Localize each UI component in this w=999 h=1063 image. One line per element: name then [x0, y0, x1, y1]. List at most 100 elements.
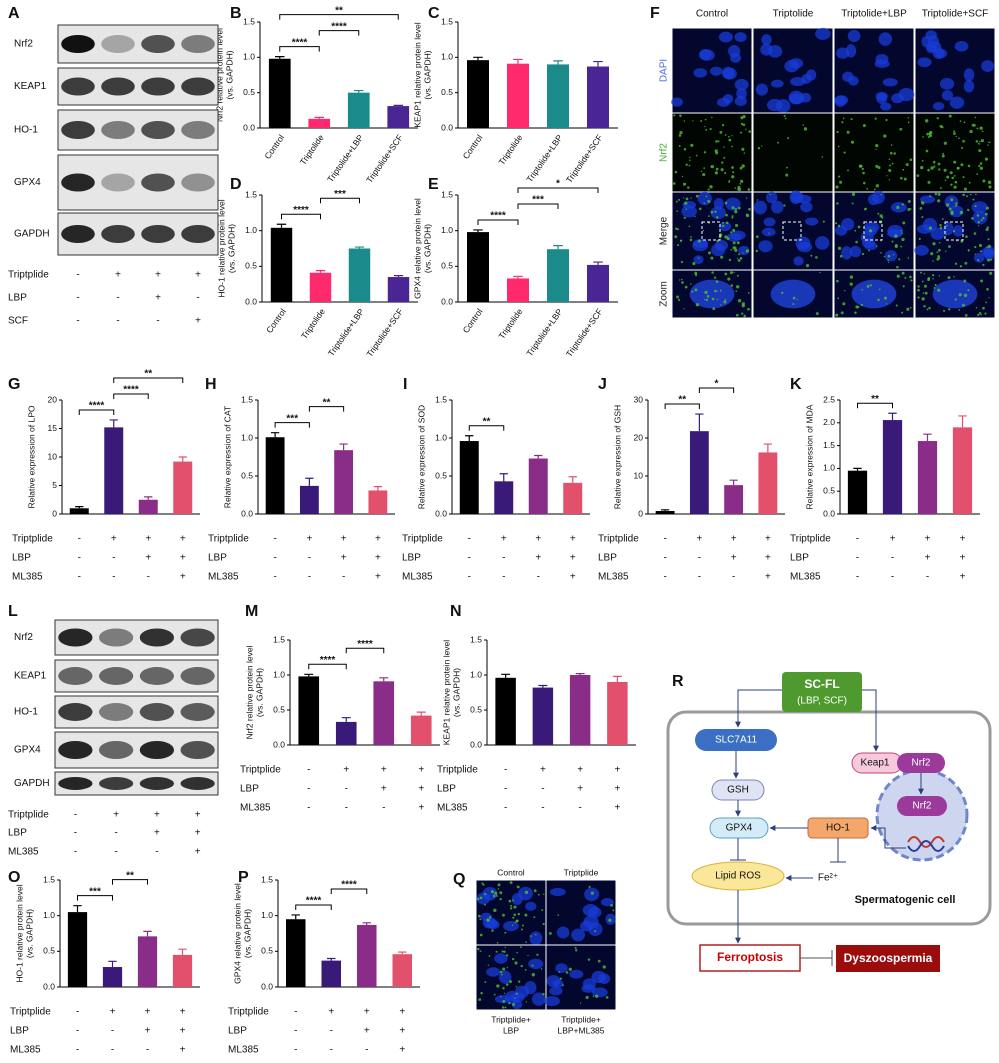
nrf2-speck	[901, 271, 905, 275]
significance-bracket	[279, 46, 320, 52]
nrf2-speck	[514, 921, 517, 924]
nrf2-speck	[724, 235, 728, 239]
nrf2-speck	[728, 135, 730, 138]
error-bar	[373, 486, 382, 491]
error-bar	[304, 673, 314, 677]
nrf2-speck	[796, 298, 798, 300]
nrf2-speck	[979, 250, 982, 253]
error-bar	[73, 905, 82, 913]
nrf2-speck	[723, 156, 726, 159]
treatment-sign: -	[78, 572, 81, 583]
bar	[172, 954, 193, 987]
treatment-sign: +	[180, 534, 186, 545]
nrf2-speck	[980, 279, 983, 283]
nrf2-speck	[920, 165, 924, 170]
treatment-sign: +	[381, 765, 387, 776]
nucleus	[952, 225, 964, 237]
nrf2-speck	[739, 166, 743, 170]
treatment-sign: -	[307, 803, 310, 814]
nucleus	[734, 78, 749, 91]
nucleus	[718, 221, 732, 232]
nrf2-speck	[557, 914, 560, 916]
bar	[373, 681, 395, 745]
significance-bracket	[664, 403, 700, 410]
significance-bracket	[320, 197, 360, 204]
nrf2-speck	[721, 224, 725, 228]
nrf2-speck	[875, 148, 877, 150]
node-label: Nrf2	[912, 758, 931, 769]
nrf2-speck	[877, 165, 881, 169]
nucleus	[981, 247, 992, 257]
nrf2-speck	[896, 274, 900, 278]
error-bar	[473, 229, 483, 233]
treatment-sign: -	[74, 828, 77, 839]
bar	[321, 960, 342, 987]
y-axis-label: (vs. GAPDH)	[422, 50, 432, 99]
nrf2-speck	[923, 305, 926, 308]
nrf2-speck	[888, 179, 890, 181]
nrf2-speck	[973, 232, 977, 235]
nrf2-speck	[953, 185, 957, 189]
treatment-sign: -	[156, 316, 159, 327]
nrf2-speck	[835, 313, 839, 317]
blot-band	[139, 777, 174, 790]
nrf2-speck	[739, 257, 743, 260]
diagram: R SC-FL (LBP, SCF) SLC7A11 Keap1 Nrf2 Nr…	[666, 672, 992, 972]
nrf2-speck	[612, 909, 615, 912]
nucleus	[800, 201, 813, 213]
nrf2-speck	[727, 277, 731, 281]
treatment-sign: +	[765, 553, 771, 564]
nrf2-speck	[978, 243, 983, 247]
nrf2-speck	[927, 136, 930, 139]
nrf2-speck	[951, 176, 955, 180]
bar	[309, 272, 332, 302]
nrf2-speck	[679, 130, 683, 135]
nrf2-speck	[742, 123, 746, 127]
blot-band	[99, 703, 134, 721]
nrf2-speck	[803, 127, 808, 131]
nrf2-speck	[952, 230, 956, 233]
nucleus	[872, 190, 885, 204]
nucleus	[552, 979, 564, 989]
y-axis-label: KEAP1 relative protein level	[441, 640, 451, 745]
treatment-name: LBP	[437, 784, 456, 795]
nrf2-speck	[730, 231, 733, 234]
nrf2-speck	[716, 298, 719, 301]
y-axis-label: Nrf2 relative protein level	[214, 28, 224, 122]
treatment-sign: +	[418, 784, 424, 795]
nucleus	[815, 27, 831, 40]
nucleus	[543, 996, 560, 1007]
nucleus	[943, 221, 954, 236]
nrf2-speck	[748, 207, 751, 211]
y-tick-label: 1.0	[241, 432, 253, 442]
nrf2-speck	[964, 261, 968, 265]
nrf2-speck	[901, 237, 905, 242]
nrf2-speck	[896, 205, 900, 210]
nrf2-speck	[781, 291, 784, 295]
blot-band	[58, 667, 93, 685]
y-tick-label: 0.5	[470, 704, 482, 714]
y-tick-label: 1.0	[823, 463, 835, 473]
significance-label: **	[871, 394, 879, 405]
y-axis-label: GPX4 relative protein level	[232, 883, 242, 984]
nucleus	[486, 967, 501, 977]
nrf2-speck	[904, 276, 907, 279]
nrf2-speck	[885, 118, 888, 122]
nucleus	[784, 59, 799, 73]
bar	[308, 118, 331, 128]
nrf2-speck	[514, 961, 518, 965]
micrograph	[833, 112, 915, 193]
nrf2-speck	[525, 941, 527, 943]
nrf2-speck	[862, 124, 866, 128]
nrf2-speck	[947, 276, 951, 280]
nrf2-speck	[948, 207, 952, 211]
nrf2-speck	[877, 212, 880, 215]
nrf2-speck	[855, 240, 858, 244]
nucleus	[882, 78, 898, 87]
nrf2-speck	[978, 225, 980, 227]
x-tick-label: Triptolide+SCF	[364, 307, 405, 359]
significance-label: ****	[341, 880, 357, 891]
blot-band	[99, 741, 134, 759]
nrf2-speck	[602, 965, 606, 969]
bar	[392, 954, 413, 987]
